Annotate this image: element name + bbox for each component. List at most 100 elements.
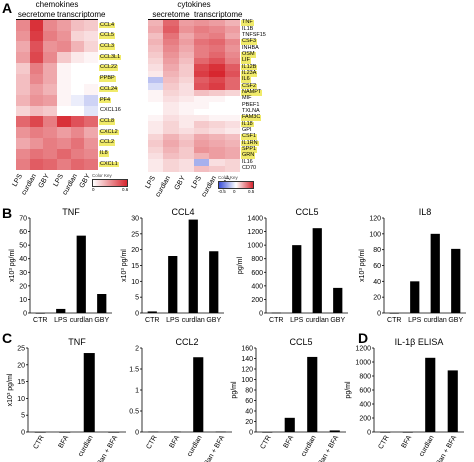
heatmap-cell [178,153,195,160]
heatmap-cell [84,137,99,150]
heatmap-cell [43,105,58,117]
gene-label: PBEF1 [242,101,260,108]
heatmap-cell [194,83,210,91]
heatmap-cell [194,45,210,53]
gene-label: GRN [241,152,256,159]
y-tick-label: 15 [17,379,25,386]
y-tick-label: 10 [17,396,25,403]
heatmap-cell [148,115,164,122]
bar [59,432,71,433]
y-tick-label: 1000 [355,360,371,367]
heatmap-cell [178,83,195,91]
heatmap-cell [209,121,226,129]
heatmap-cell [194,20,210,27]
y-tick-label: 600 [251,270,263,277]
heatmap-cell [163,64,180,72]
heatmap-cell [163,153,180,160]
heatmap-cell [209,70,226,78]
heatmap-cell [16,116,31,128]
heatmap-cell [57,84,72,96]
heatmap-cell [29,41,44,53]
heatmap-cell [16,84,31,96]
heatmap-cell [57,73,72,85]
heatmap-cell [84,95,99,107]
heatmap-cell [224,96,241,103]
heatmap-cell [224,89,241,97]
x-tick-label: CTR [387,317,401,324]
heatmap-cell [70,159,85,171]
y-tick-label: 1200 [247,229,263,236]
heatmap-cell [43,148,58,160]
heatmap-cell [224,115,241,122]
x-tick-label: GBY [330,317,345,324]
y-axis-label: x10³ pg/ml [7,373,14,406]
heatmap-cell [16,148,31,160]
y-axis-label: pg/ml [345,381,352,399]
heatmap-cell [29,84,44,96]
heatmap-cell [29,95,44,107]
heatmap-cell [209,159,226,167]
heatmap-group-label: cytokines [177,0,211,9]
heatmap-cell [148,58,164,65]
heatmap-cell [16,105,31,117]
heatmap-cell [178,127,195,135]
y-tick-label: 80 [373,247,381,254]
heatmap-cell [209,165,226,173]
y-tick-label: 120 [369,216,381,223]
x-tick-label: LPS [54,317,68,324]
y-tick-label: 800 [251,256,263,263]
heatmap-cell [209,58,226,65]
bar [333,287,343,313]
heatmap-cell [16,41,31,53]
heatmap-cell [29,105,44,117]
gene-label: NAMPT [241,89,263,96]
y-axis-label: x10³ pg/ml [121,249,128,282]
heatmap-cell [224,45,241,53]
heatmap-cell [16,62,31,75]
y-tick-label: 50 [19,243,27,250]
panel-label-d: D [358,330,369,346]
heatmap-cell [70,30,85,42]
y-tick-label: 0 [367,430,371,437]
heatmap-cell [163,26,180,34]
chart-title: TNF [68,337,86,347]
heatmap-cell [84,116,99,128]
heatmap-cell [224,159,241,167]
heatmap-cell [178,165,195,173]
heatmap-cell [224,165,241,173]
heatmap-cell [178,45,195,53]
heatmap-cell [163,165,180,173]
heatmap-cell [163,20,180,27]
y-tick-label: 25 [17,346,25,353]
heatmap-cell [57,116,72,128]
heatmap-cell [163,96,180,103]
x-tick-label: curdlan [306,317,329,324]
gene-label: CXCL1 [99,160,119,168]
heatmap-cell [194,121,210,129]
heatmap-cell [70,116,85,128]
heatmap-cell [57,148,72,160]
color-key-bar [92,179,128,187]
heatmap-cell [148,102,164,110]
heatmap-cell [194,146,210,154]
heatmap-cell [224,64,241,72]
gene-label: INHBA [242,44,259,51]
color-key-tick: 0 [233,189,236,194]
heatmap-cell [16,30,31,42]
heatmap-cell [70,20,85,32]
heatmap-cell [43,84,58,96]
gene-label: IL6 [241,76,251,83]
y-tick-label: 800 [359,374,371,381]
gene-label: IL1B [242,25,254,32]
heatmap-cell [29,148,44,160]
heatmap-cell [178,58,195,65]
gene-label: IL1RN [241,139,259,147]
heatmap-cell [209,127,226,135]
heatmap-cell [16,73,31,85]
heatmap-cell [29,20,44,32]
y-tick-label: 60 [373,263,381,270]
x-tick-label: curdlan [424,317,447,324]
y-tick-label: 0 [259,311,263,318]
